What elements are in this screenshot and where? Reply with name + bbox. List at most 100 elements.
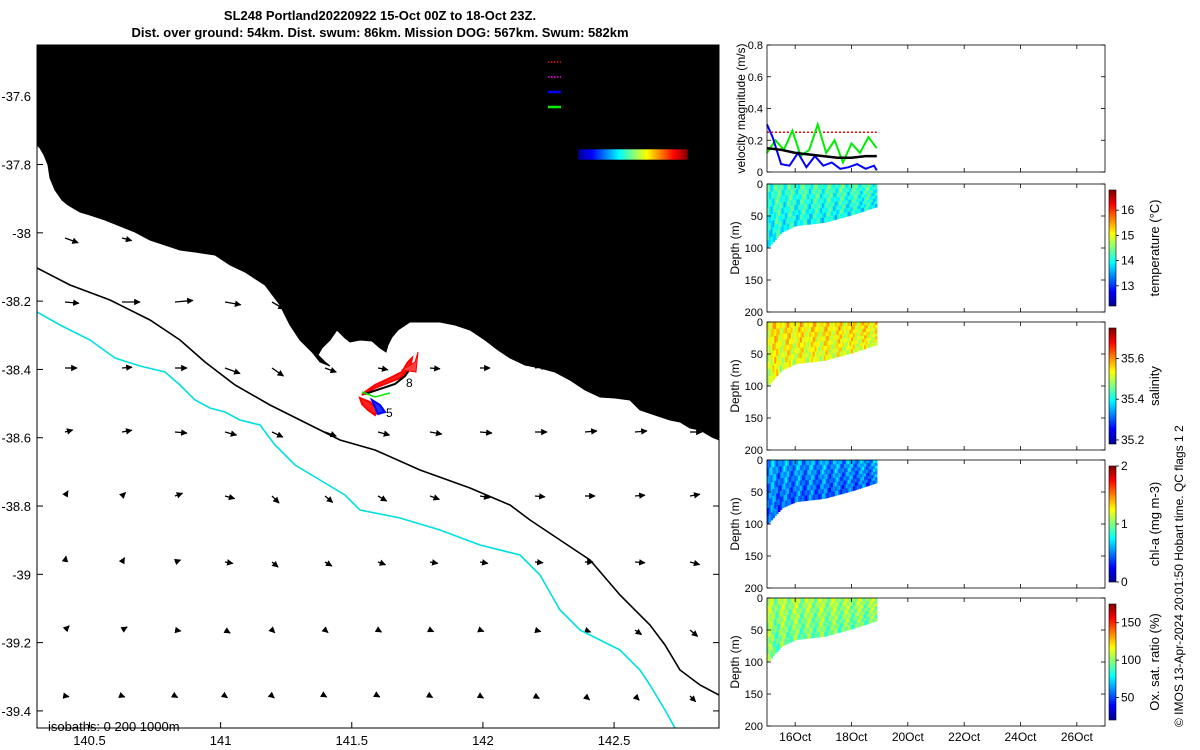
heatmap-cell bbox=[836, 322, 839, 327]
heatmap-cell bbox=[818, 489, 821, 495]
heatmap-cell bbox=[858, 184, 861, 189]
heatmap-cell bbox=[875, 603, 878, 608]
heatmap-cell bbox=[801, 357, 805, 364]
heatmap-cell bbox=[785, 500, 788, 507]
heatmap-cell bbox=[772, 372, 775, 381]
heatmap-cell bbox=[816, 198, 819, 205]
geo-vector-arrow bbox=[64, 237, 79, 244]
heatmap-cell bbox=[812, 322, 816, 328]
heatmap-cell bbox=[774, 460, 777, 468]
heatmap-cell bbox=[810, 474, 814, 481]
heatmap-cell bbox=[768, 475, 772, 484]
heatmap-cell bbox=[783, 357, 786, 364]
heatmap-cell bbox=[796, 496, 799, 502]
heatmap-cell bbox=[801, 618, 805, 625]
heatmap-cell bbox=[873, 477, 876, 482]
heatmap-cell bbox=[858, 612, 861, 617]
heatmap-cell bbox=[807, 327, 810, 333]
heatmap-cell bbox=[865, 476, 869, 480]
heatmap-cell bbox=[854, 482, 858, 487]
heatmap-cell bbox=[856, 623, 860, 628]
heatmap-cell bbox=[849, 625, 852, 630]
heatmap-cell bbox=[865, 341, 869, 346]
heatmap-cell bbox=[794, 220, 797, 227]
heatmap-cell bbox=[820, 627, 823, 633]
heatmap-cell bbox=[785, 621, 788, 628]
heatmap-cell bbox=[843, 196, 847, 201]
heatmap-cell bbox=[777, 203, 781, 211]
heatmap-cell bbox=[827, 483, 830, 489]
heatmap-cell bbox=[864, 460, 867, 464]
heatmap-cell bbox=[873, 600, 876, 605]
heatmap-cell bbox=[814, 484, 818, 491]
geo-vector-arrow bbox=[223, 627, 231, 634]
heatmap-cell bbox=[777, 505, 781, 513]
heatmap-cell bbox=[816, 617, 819, 623]
heatmap-cell bbox=[834, 197, 838, 203]
heatmap-cell bbox=[851, 460, 854, 465]
panel-frame bbox=[766, 459, 1106, 589]
heatmap-cell bbox=[853, 210, 856, 215]
heatmap-cell bbox=[768, 460, 772, 469]
heatmap-cell bbox=[840, 614, 843, 620]
heatmap-cell bbox=[860, 466, 863, 471]
speed-colorbar-tick-label: 0.4 bbox=[661, 167, 678, 181]
heatmap-cell bbox=[851, 333, 854, 338]
credit-text: © IMOS 13-Apr-2024 20:01:50 Hobart time.… bbox=[1172, 425, 1186, 727]
heatmap-cell bbox=[816, 184, 819, 190]
heatmap-cell bbox=[801, 194, 805, 200]
heatmap-cell bbox=[854, 460, 858, 465]
heatmap-cell bbox=[820, 612, 823, 618]
heatmap-cell bbox=[792, 348, 796, 355]
heatmap-cell bbox=[772, 598, 775, 606]
heatmap-cell bbox=[803, 352, 807, 359]
heatmap-cell bbox=[865, 190, 869, 195]
heatmap-cell bbox=[840, 343, 843, 348]
heatmap-cell bbox=[845, 330, 849, 335]
heatmap-cell bbox=[871, 334, 874, 338]
heatmap-cell bbox=[827, 607, 830, 613]
heatmap-cell bbox=[869, 337, 872, 342]
heatmap-cell bbox=[803, 598, 807, 604]
heatmap-cell bbox=[854, 623, 858, 629]
heatmap-cell bbox=[838, 606, 841, 612]
heatmap-cell bbox=[831, 211, 834, 217]
heatmap-cell bbox=[847, 609, 850, 615]
heatmap-cell bbox=[862, 335, 865, 340]
heatmap-cell bbox=[810, 203, 814, 210]
heatmap-cell bbox=[875, 471, 878, 475]
heatmap-cell bbox=[812, 617, 816, 624]
heatmap-cell bbox=[865, 611, 869, 615]
heatmap-cell bbox=[869, 322, 872, 326]
heatmap-cell bbox=[840, 322, 843, 327]
heatmap-cell bbox=[834, 628, 838, 634]
heatmap-cell bbox=[799, 194, 803, 200]
heatmap-cell bbox=[873, 618, 876, 623]
heatmap-cell bbox=[809, 495, 812, 501]
heatmap-cell bbox=[818, 208, 821, 214]
heatmap-cell bbox=[869, 472, 872, 476]
heatmap-cell bbox=[774, 480, 777, 489]
heatmap-cell bbox=[799, 633, 803, 640]
heatmap-cell bbox=[807, 337, 810, 343]
heatmap-cell bbox=[814, 336, 818, 343]
heatmap-cell bbox=[875, 598, 878, 602]
geo-vector-arrow bbox=[62, 625, 70, 633]
heatmap-cell bbox=[767, 654, 770, 663]
heatmap-cell bbox=[853, 202, 856, 208]
heatmap-cell bbox=[812, 213, 816, 220]
heatmap-cell bbox=[845, 188, 849, 193]
heatmap-cell bbox=[862, 204, 865, 209]
heatmap-cell bbox=[770, 642, 774, 651]
heatmap-cell bbox=[827, 616, 830, 622]
heatmap-cell bbox=[875, 186, 878, 191]
heatmap-cell bbox=[785, 201, 788, 208]
geo-vector-arrow bbox=[224, 559, 234, 566]
heatmap-cell bbox=[770, 605, 774, 614]
heatmap-cell bbox=[779, 616, 783, 624]
heatmap-cell bbox=[854, 333, 858, 338]
heatmap-cell bbox=[856, 187, 860, 192]
heatmap-cell bbox=[809, 490, 812, 496]
heatmap-cell bbox=[777, 466, 781, 474]
heatmap-cell bbox=[834, 615, 838, 621]
